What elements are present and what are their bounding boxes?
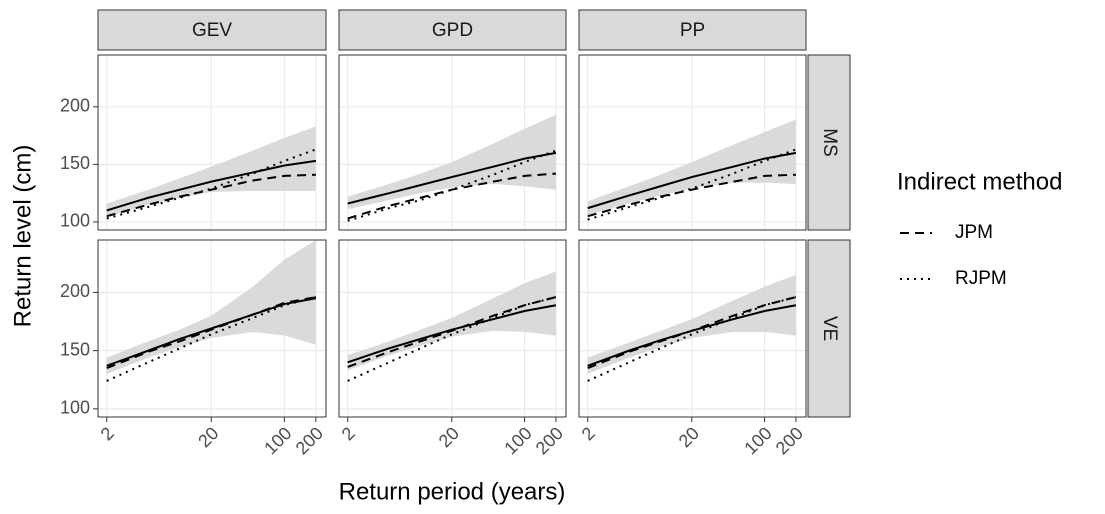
legend-label: JPM [955, 222, 993, 243]
line [587, 296, 797, 370]
facet-label: GEV [192, 20, 232, 41]
panel-border [97, 239, 327, 418]
confidence-band [587, 119, 796, 216]
facet-strip [97, 9, 327, 51]
facet-label: VE [819, 316, 840, 341]
facet-strip [578, 9, 807, 51]
line [587, 148, 797, 221]
line [106, 296, 317, 370]
line [587, 151, 797, 210]
panel-border [338, 54, 567, 231]
panel-border [578, 54, 807, 231]
legend-title: Indirect method [897, 168, 1062, 195]
line [347, 151, 557, 205]
confidence-band [347, 114, 556, 210]
x-tick-label: 100 [740, 423, 775, 458]
x-tick-label: 20 [194, 423, 222, 451]
line [347, 304, 557, 364]
x-tick-label: 2 [97, 423, 118, 444]
y-tick-label: 150 [60, 339, 90, 359]
facet-label: PP [680, 20, 705, 41]
line [106, 148, 317, 220]
facet-strip [338, 9, 567, 51]
y-tick-label: 100 [60, 398, 90, 418]
facet-strip [807, 239, 851, 418]
y-tick-label: 100 [60, 211, 90, 231]
facet-label: MS [819, 128, 840, 157]
x-tick-label: 100 [500, 423, 535, 458]
x-tick-label: 20 [675, 423, 703, 451]
x-tick-label: 2 [578, 423, 599, 444]
x-tick-label: 200 [532, 423, 567, 458]
legend-label: RJPM [955, 268, 1007, 289]
x-tick-label: 200 [772, 423, 807, 458]
line [106, 173, 316, 218]
line [347, 149, 557, 222]
panel-border [97, 54, 327, 231]
confidence-band [587, 274, 796, 374]
facet-strip [807, 54, 851, 231]
x-tick-label: 100 [260, 423, 295, 458]
line [347, 296, 557, 368]
x-tick-label: 20 [435, 423, 463, 451]
y-tick-label: 200 [60, 96, 90, 116]
y-tick-label: 200 [60, 281, 90, 301]
confidence-band [106, 240, 316, 374]
panel-border [578, 239, 807, 418]
y-axis-title: Return level (cm) [9, 145, 36, 328]
line [347, 172, 556, 220]
x-tick-label: 200 [292, 423, 327, 458]
y-tick-label: 150 [60, 153, 90, 173]
facet-label: GPD [432, 20, 473, 41]
x-axis-title: Return period (years) [339, 478, 566, 505]
line [106, 159, 317, 212]
line [106, 297, 317, 367]
panel-border [338, 239, 567, 418]
line [587, 173, 796, 218]
x-tick-label: 2 [338, 423, 359, 444]
